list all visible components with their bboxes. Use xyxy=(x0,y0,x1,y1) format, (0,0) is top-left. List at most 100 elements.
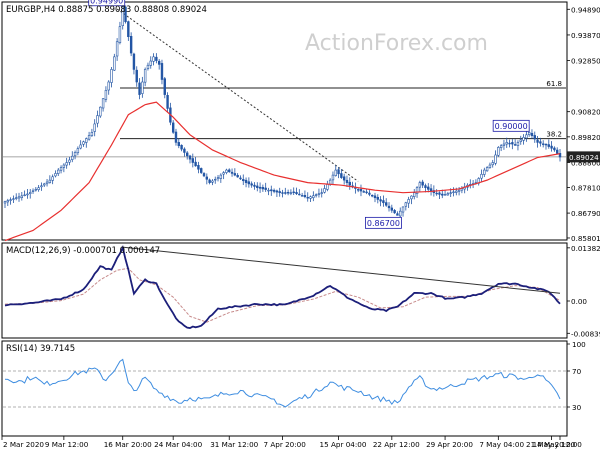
candle xyxy=(138,78,141,100)
candle-body xyxy=(457,189,461,192)
candle-body xyxy=(43,183,46,186)
candle-body xyxy=(348,181,351,186)
x-axis-tick-label: 21 May 20:00 xyxy=(526,440,576,449)
candle-body xyxy=(236,174,239,178)
candle-body xyxy=(385,202,388,206)
candle-body xyxy=(427,186,430,190)
candle xyxy=(502,139,506,150)
candle-body xyxy=(45,181,49,185)
candle-body xyxy=(264,187,267,190)
candle xyxy=(382,195,385,207)
candle-body xyxy=(87,135,91,140)
x-axis-tick-label: 24 Mar 04:00 xyxy=(154,440,202,449)
candle xyxy=(505,137,508,148)
candle xyxy=(149,56,152,69)
annotation-box xyxy=(492,119,530,132)
candle-body xyxy=(550,145,553,149)
candle-body xyxy=(29,192,32,194)
candle xyxy=(59,165,63,174)
candle-body xyxy=(303,195,307,198)
candle xyxy=(258,182,262,193)
macd-trendline xyxy=(122,246,561,294)
candle xyxy=(379,196,382,207)
candle-body xyxy=(267,189,270,192)
candle-body xyxy=(356,189,360,191)
candle xyxy=(356,188,360,193)
candle xyxy=(65,157,68,169)
candle xyxy=(407,196,410,209)
candle-body xyxy=(499,145,503,148)
candle-body xyxy=(443,194,447,196)
candle xyxy=(399,207,402,218)
candle-body xyxy=(57,169,60,174)
current-price-tag xyxy=(567,151,600,163)
candle-body xyxy=(401,206,405,213)
candle-body xyxy=(275,190,279,193)
x-axis-tick-label: 22 Apr 12:00 xyxy=(373,440,420,449)
annotation-label: 0.86700 xyxy=(365,216,402,229)
candle-body xyxy=(214,178,217,181)
candle xyxy=(522,134,525,145)
price-panel-frame xyxy=(1,1,568,241)
candle xyxy=(85,137,88,148)
candle-body xyxy=(82,141,85,145)
candle xyxy=(553,146,556,152)
rsi-axis-tick-label: 100 xyxy=(572,340,586,349)
candle-body xyxy=(522,137,525,141)
candle-body xyxy=(292,191,295,194)
candle xyxy=(541,140,545,148)
candle-body xyxy=(446,193,450,196)
candle-body xyxy=(51,176,54,181)
candle xyxy=(96,110,99,128)
candle xyxy=(230,168,234,177)
candle-body xyxy=(191,158,195,163)
fib-level-label: 61.8 xyxy=(546,80,562,88)
price-panel-title: EURGBP,H4 0.88875 0.89083 0.88808 0.8902… xyxy=(6,5,207,15)
price-axis-tick-label: 0.94890 xyxy=(571,5,600,14)
candle xyxy=(443,189,447,196)
macd-line xyxy=(4,244,561,330)
candle xyxy=(222,171,225,180)
candle xyxy=(555,147,559,155)
candle xyxy=(348,177,351,190)
candle xyxy=(101,98,105,112)
candle xyxy=(365,188,368,195)
candle xyxy=(236,173,239,178)
candle xyxy=(289,189,293,196)
candle-body xyxy=(317,193,321,195)
candle xyxy=(340,169,343,179)
candle-body xyxy=(250,183,253,186)
x-axis-tick-label: 7 May 04:00 xyxy=(479,440,524,449)
current-price-tag-label: 0.89024 xyxy=(569,153,599,162)
candle xyxy=(558,149,562,162)
candle-body xyxy=(132,53,136,70)
candle-body xyxy=(258,186,262,189)
candle-body xyxy=(20,195,24,198)
candle-body xyxy=(17,196,21,199)
candle-body xyxy=(320,192,323,194)
candle xyxy=(135,66,138,87)
candle-body xyxy=(113,56,116,71)
candle-body xyxy=(370,194,374,197)
x-axis-tick-label: 29 Apr 20:00 xyxy=(426,440,473,449)
candle xyxy=(516,140,520,151)
candle xyxy=(485,166,489,172)
candle-body xyxy=(104,90,108,100)
candle xyxy=(272,188,276,194)
rsi-line xyxy=(4,358,561,408)
candle xyxy=(331,171,335,185)
candle xyxy=(491,159,494,168)
candle xyxy=(494,150,497,166)
candle-body xyxy=(429,188,433,192)
candle-body xyxy=(519,139,522,142)
price-axis-tick-label: 0.88800 xyxy=(571,159,600,168)
candle xyxy=(113,53,116,71)
price-axis-tick-label: 0.93870 xyxy=(571,31,600,40)
candle xyxy=(373,192,377,203)
candle xyxy=(132,52,136,75)
candle xyxy=(177,138,180,149)
candle-body xyxy=(127,21,130,38)
candle xyxy=(387,202,391,212)
candle-body xyxy=(289,192,293,194)
candle xyxy=(6,198,10,206)
